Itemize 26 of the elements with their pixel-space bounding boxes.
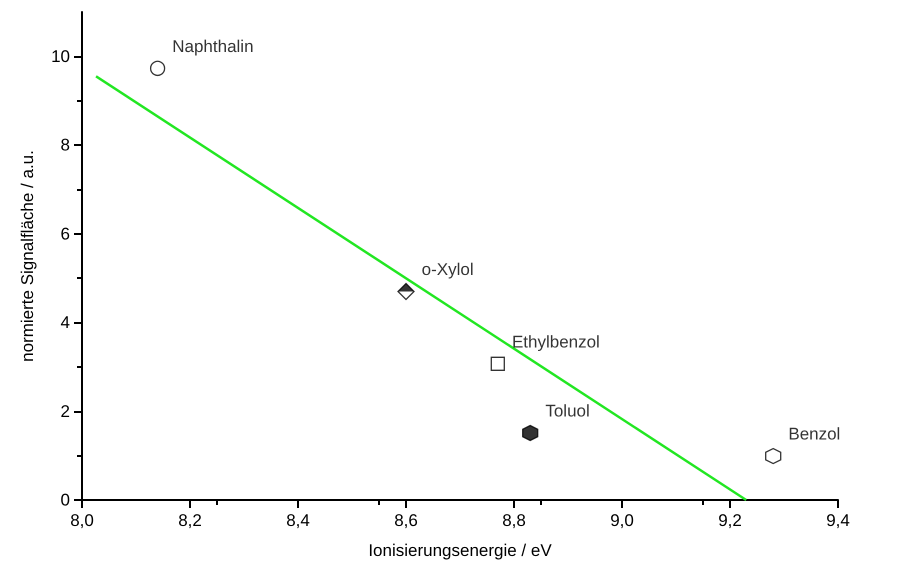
series-label: Ethylbenzol xyxy=(512,332,600,352)
y-tick-label: 0 xyxy=(60,490,70,510)
series-label: Benzol xyxy=(788,424,840,444)
x-tick-label: 8,8 xyxy=(502,511,526,530)
x-tick-label: 8,6 xyxy=(394,511,418,530)
x-tick-label: 8,2 xyxy=(178,511,202,530)
x-tick-label: 9,0 xyxy=(610,511,634,530)
series-label: Naphthalin xyxy=(172,36,254,56)
x-tick-label: 8,0 xyxy=(70,511,94,530)
point xyxy=(150,60,166,76)
x-tick-label: 9,4 xyxy=(826,511,850,530)
y-tick-label: 2 xyxy=(60,402,70,421)
x-tick-label: 8,4 xyxy=(286,511,310,530)
series-label: Toluol xyxy=(545,402,590,421)
x-axis-title: Ionisierungsenergie / eV xyxy=(368,541,552,560)
point xyxy=(490,356,505,371)
y-axis-title: normierte Signalfläche / a.u. xyxy=(18,150,37,362)
point xyxy=(765,448,782,464)
y-tick-label: 4 xyxy=(60,313,70,332)
y-tick-label: 6 xyxy=(60,224,70,244)
x-tick-label: 9,2 xyxy=(718,511,742,530)
series-label: o-Xylol xyxy=(422,260,474,279)
y-tick-label: 10 xyxy=(51,46,70,66)
y-tick-label: 8 xyxy=(60,136,70,155)
point xyxy=(522,424,538,442)
point xyxy=(397,282,415,300)
